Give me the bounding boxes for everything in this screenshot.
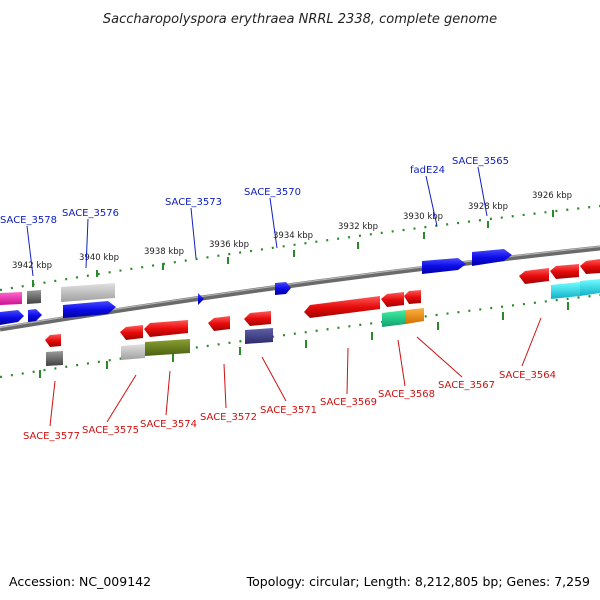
bottom-leader-lines <box>49 317 542 427</box>
gene-arrow[interactable] <box>45 334 61 347</box>
map-title: Saccharopolyspora erythraea NRRL 2338, c… <box>103 12 497 27</box>
kbp-label: 3940 kbp <box>79 253 119 263</box>
gene-label[interactable]: SACE_3572 <box>200 412 257 423</box>
inner-track-genes <box>46 279 600 366</box>
gene-arrow[interactable] <box>208 316 230 331</box>
kbp-label: 3928 kbp <box>468 202 508 212</box>
middle-upper-genes <box>0 282 291 325</box>
gene-arrow[interactable] <box>244 311 271 326</box>
gene-arrow[interactable] <box>580 279 600 296</box>
gene-arrow[interactable] <box>46 351 63 366</box>
gene-arrow[interactable] <box>580 259 600 274</box>
gene-label[interactable]: SACE_3568 <box>378 389 435 400</box>
outer-track-genes <box>0 249 512 305</box>
gene-arrow[interactable] <box>304 296 380 318</box>
gene-arrow[interactable] <box>0 292 22 305</box>
kbp-major-ticks <box>32 210 554 287</box>
gene-arrow[interactable] <box>120 325 143 340</box>
gene-label[interactable]: SACE_3575 <box>82 425 139 436</box>
gene-arrow[interactable] <box>121 344 145 360</box>
gene-arrow[interactable] <box>422 258 466 274</box>
gene-arrow[interactable] <box>28 309 42 322</box>
gene-arrow[interactable] <box>472 249 512 266</box>
gene-arrow[interactable] <box>550 264 579 279</box>
gene-arrow[interactable] <box>245 328 273 344</box>
gene-arrow[interactable] <box>63 301 116 318</box>
gene-label[interactable]: SACE_3578 <box>0 215 57 226</box>
gene-label[interactable]: SACE_3567 <box>438 380 495 391</box>
gene-arrow[interactable] <box>61 283 115 302</box>
top-leader-lines <box>26 166 488 277</box>
gene-arrow[interactable] <box>551 282 580 299</box>
gene-label[interactable]: SACE_3569 <box>320 397 377 408</box>
gene-label[interactable]: fadE24 <box>410 165 445 176</box>
gene-arrow[interactable] <box>144 320 188 337</box>
middle-lower-genes <box>45 259 600 347</box>
kbp-label: 3938 kbp <box>144 247 184 257</box>
gene-label[interactable]: SACE_3570 <box>244 187 301 198</box>
gene-label[interactable]: SACE_3571 <box>260 405 317 416</box>
gene-label[interactable]: SACE_3574 <box>140 419 197 430</box>
gene-arrow[interactable] <box>404 290 421 304</box>
gene-label[interactable]: SACE_3564 <box>499 370 556 381</box>
gene-arrow[interactable] <box>27 290 41 304</box>
gene-arrow[interactable] <box>519 268 549 284</box>
gene-label[interactable]: SACE_3565 <box>452 156 509 167</box>
topology-text: Topology: circular; Length: 8,212,805 bp… <box>246 574 590 589</box>
gene-arrow[interactable] <box>275 282 291 295</box>
kbp-label: 3936 kbp <box>209 240 249 250</box>
gene-arrow[interactable] <box>198 293 204 305</box>
gene-label[interactable]: SACE_3576 <box>62 208 119 219</box>
gene-arrow[interactable] <box>382 310 406 327</box>
kbp-label: 3926 kbp <box>532 191 572 201</box>
accession-text: Accession: NC_009142 <box>9 574 151 589</box>
inner-major-ticks <box>39 302 569 378</box>
kbp-label: 3932 kbp <box>338 222 378 232</box>
gene-label[interactable]: SACE_3577 <box>23 431 80 442</box>
gene-arrow[interactable] <box>406 308 424 324</box>
bottom-gene-labels: SACE_3577 SACE_3575 SACE_3574 SACE_3572 … <box>23 370 556 442</box>
gene-arrow[interactable] <box>145 339 190 356</box>
gene-arrow[interactable] <box>0 310 24 325</box>
kbp-label: 3934 kbp <box>273 231 313 241</box>
top-gene-labels: SACE_3578 SACE_3576 SACE_3573 SACE_3570 … <box>0 156 509 226</box>
kbp-label: 3930 kbp <box>403 212 443 222</box>
gene-arrow[interactable] <box>381 292 404 307</box>
gene-label[interactable]: SACE_3573 <box>165 197 222 208</box>
